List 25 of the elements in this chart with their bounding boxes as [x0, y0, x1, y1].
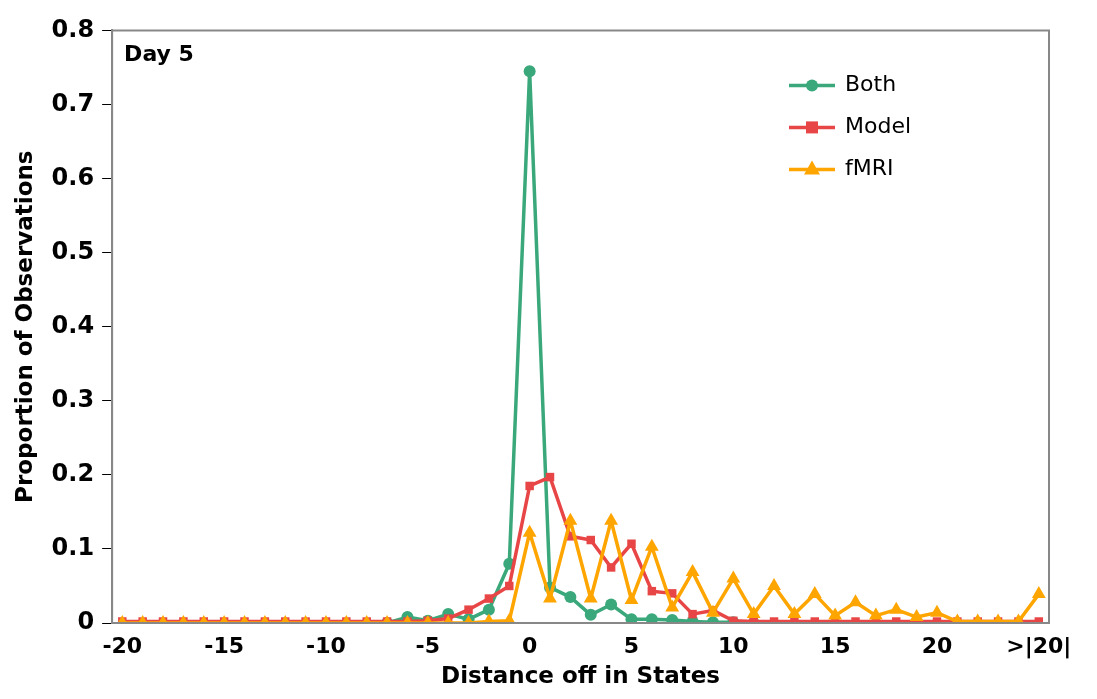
x-tick-label: 5 — [623, 632, 640, 658]
x-tick-label: 0 — [521, 632, 538, 658]
y-tick-label: 0.1 — [51, 533, 95, 562]
y-tick-label: 0.4 — [51, 310, 95, 339]
y-tick-label: 0.8 — [51, 14, 95, 43]
y-tick-label: 0.6 — [51, 162, 95, 191]
x-axis-title: Distance off in States — [441, 662, 720, 689]
y-tick-label: 0.5 — [51, 236, 95, 265]
x-tick-label: 15 — [819, 632, 851, 658]
annotation: Day 5 — [124, 41, 194, 67]
y-tick-label: 0.2 — [51, 459, 95, 488]
legend-label: Model — [845, 113, 912, 139]
legend-label: fMRI — [845, 155, 894, 181]
x-tick-label: 10 — [718, 632, 749, 658]
y-tick-label: 0.7 — [51, 88, 95, 117]
y-tick-label: 0 — [77, 607, 95, 636]
legend-label: Both — [845, 71, 897, 97]
y-axis-title: Proportion of Observations — [10, 150, 37, 503]
x-tick-label: >|20| — [1006, 632, 1072, 659]
x-tick-label: -5 — [415, 632, 441, 658]
x-tick-label: -20 — [102, 632, 143, 658]
y-tick-label: 0.3 — [51, 385, 95, 414]
x-tick-label: 20 — [921, 632, 953, 658]
x-tick-label: -10 — [306, 632, 346, 658]
x-tick-label: -15 — [204, 632, 245, 658]
